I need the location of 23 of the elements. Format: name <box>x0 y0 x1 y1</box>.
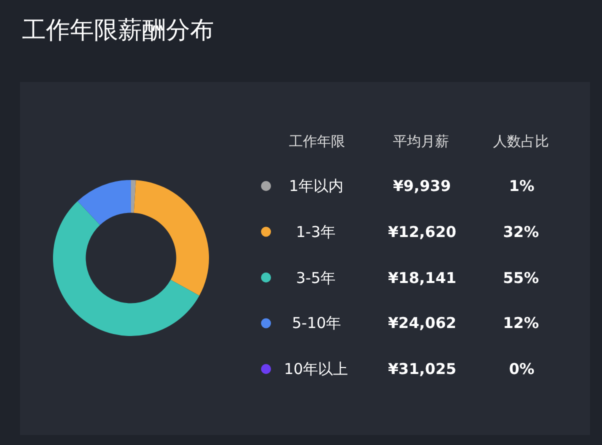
legend-label: 10年以上 <box>284 360 348 378</box>
data-label: 32% <box>503 223 539 241</box>
donut-slice <box>78 180 131 226</box>
text: 0% <box>509 360 534 378</box>
text: 工作年限 <box>289 134 345 150</box>
data-label: 55% <box>503 269 539 287</box>
legend-label: 5-10年 <box>292 314 342 332</box>
data-label: 12% <box>503 314 539 332</box>
donut-slice <box>134 180 209 296</box>
data-label: 1% <box>509 177 534 195</box>
chart-title: 工作年限薪酬分布 <box>22 16 214 44</box>
donut-slice <box>53 201 200 336</box>
donut-slice <box>131 180 136 213</box>
text: 平均月薪 <box>393 134 449 150</box>
legend-label: 1-3年 <box>296 223 336 241</box>
text: 人数占比 <box>493 134 549 150</box>
text: ¥9,939 <box>393 177 451 195</box>
text: ¥24,062 <box>388 314 456 332</box>
text: ¥12,620 <box>388 223 456 241</box>
legend-label: 1年以内 <box>289 177 344 195</box>
legend-label: 3-5年 <box>296 269 336 287</box>
text: ¥31,025 <box>388 360 456 378</box>
text: ¥18,141 <box>388 269 456 287</box>
